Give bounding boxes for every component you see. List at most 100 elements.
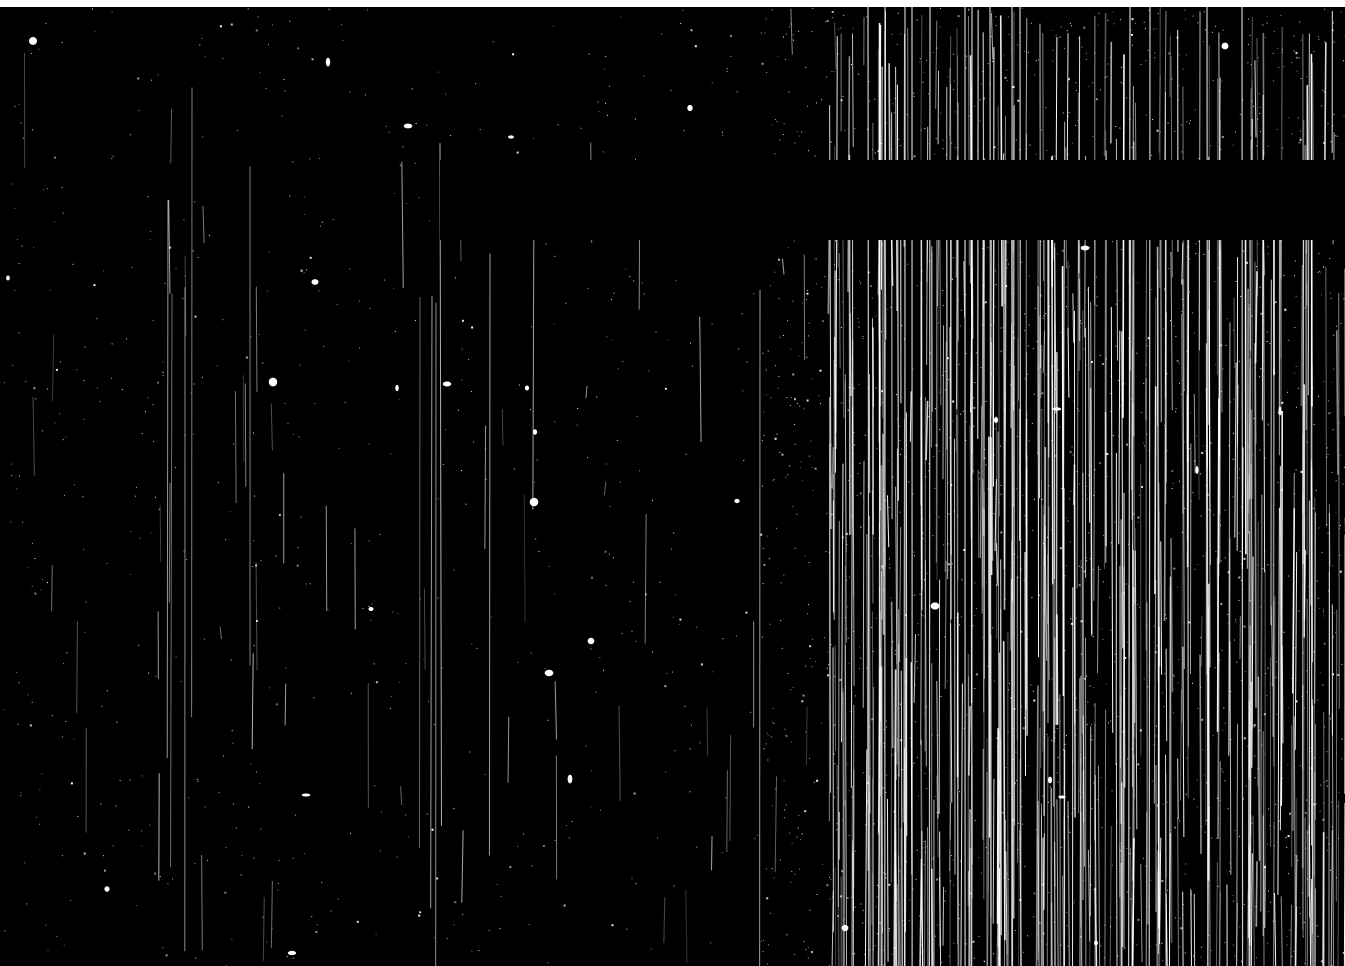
- speck: [1127, 758, 1129, 760]
- speck: [1304, 811, 1307, 814]
- speck: [788, 26, 790, 28]
- speck: [1124, 656, 1127, 659]
- speck: [1143, 442, 1144, 444]
- speck: [479, 129, 481, 131]
- speck: [839, 678, 842, 681]
- speck: [1078, 410, 1080, 412]
- speck: [675, 594, 676, 596]
- streak: [1076, 238, 1079, 589]
- speck: [801, 833, 803, 835]
- speck: [1020, 568, 1022, 570]
- speck: [863, 464, 865, 466]
- speck: [771, 9, 773, 11]
- speck: [1194, 460, 1196, 462]
- speck: [838, 279, 840, 281]
- speck: [1051, 579, 1053, 581]
- speck: [370, 619, 372, 621]
- speck: [929, 784, 931, 785]
- speck: [183, 550, 185, 552]
- speck: [834, 796, 835, 798]
- streak: [969, 409, 972, 482]
- speck: [419, 911, 422, 914]
- speck: [1210, 145, 1212, 147]
- speck: [1225, 345, 1227, 346]
- speck: [1136, 944, 1138, 946]
- speck: [685, 453, 687, 455]
- speck: [1035, 829, 1037, 831]
- speck: [1049, 786, 1051, 788]
- speck: [1154, 57, 1156, 59]
- speck: [201, 37, 203, 39]
- streak: [251, 653, 254, 750]
- speck: [867, 271, 870, 274]
- speck: [773, 723, 775, 724]
- speck: [1234, 639, 1235, 641]
- streak: [949, 327, 952, 555]
- streak: [928, 6, 931, 966]
- speck: [1041, 392, 1044, 395]
- speck: [54, 422, 56, 424]
- speck: [1241, 67, 1243, 69]
- streak: [1249, 815, 1252, 966]
- speck: [1257, 768, 1259, 769]
- speck: [1277, 412, 1279, 414]
- speck: [1013, 323, 1015, 325]
- speck: [800, 839, 801, 841]
- speck: [843, 919, 845, 921]
- speck: [1070, 490, 1072, 492]
- speck: [790, 397, 792, 398]
- speck: [922, 615, 924, 617]
- speck: [1293, 35, 1295, 37]
- speck: [652, 500, 653, 502]
- speck: [812, 638, 814, 640]
- speck: [1250, 909, 1252, 911]
- speck: [1286, 944, 1288, 946]
- streak: [244, 383, 247, 487]
- speck: [629, 600, 631, 602]
- speck: [1125, 583, 1127, 585]
- speck: [141, 830, 143, 832]
- speck: [939, 429, 941, 431]
- speck: [689, 791, 691, 793]
- speck: [1187, 420, 1189, 422]
- speck: [878, 887, 880, 889]
- speck: [879, 922, 881, 924]
- speck: [1220, 524, 1221, 526]
- speck: [1128, 543, 1129, 545]
- speck: [278, 513, 281, 516]
- speck: [996, 737, 998, 739]
- speck: [1057, 781, 1059, 783]
- streak: [1229, 641, 1232, 875]
- speck: [985, 581, 987, 583]
- speck: [611, 924, 614, 927]
- streak: [1061, 340, 1065, 464]
- speck: [1016, 435, 1018, 437]
- speck: [1206, 819, 1208, 821]
- speck: [1298, 57, 1300, 59]
- speck: [1308, 586, 1310, 588]
- speck: [887, 308, 889, 310]
- speck: [1027, 373, 1029, 375]
- streak: [439, 143, 442, 826]
- speck: [998, 950, 1000, 952]
- speck: [926, 706, 927, 708]
- speck: [972, 470, 974, 472]
- speck: [1216, 797, 1218, 799]
- speck: [423, 658, 425, 660]
- speck: [1250, 709, 1252, 711]
- speck: [916, 661, 918, 662]
- speck: [436, 877, 439, 880]
- speck: [12, 364, 14, 366]
- speck: [131, 266, 133, 268]
- speck: [1313, 960, 1315, 962]
- speck: [63, 494, 65, 496]
- speck: [604, 68, 606, 70]
- speck: [1251, 822, 1253, 824]
- speck: [462, 913, 464, 915]
- speck: [847, 479, 849, 481]
- speck: [1083, 348, 1085, 350]
- speck: [691, 724, 692, 726]
- speck: [978, 472, 980, 474]
- speck: [1076, 471, 1078, 473]
- speck: [821, 320, 824, 323]
